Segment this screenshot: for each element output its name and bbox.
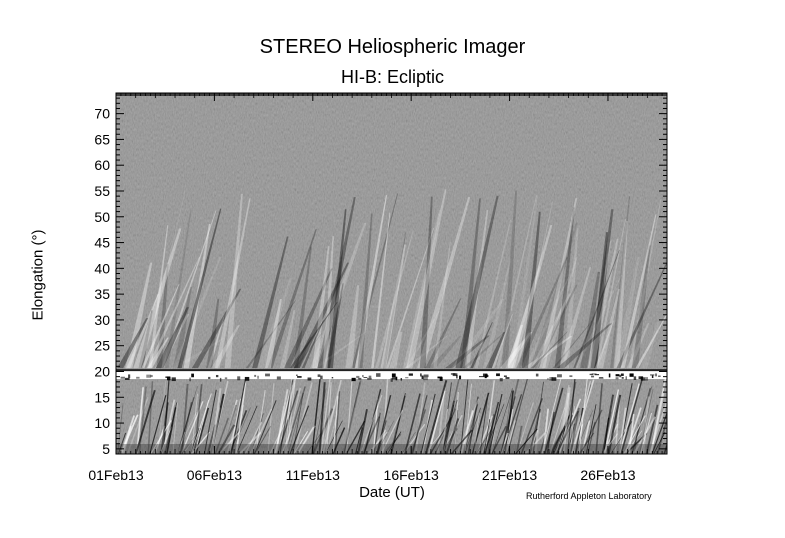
boundary-speckles [120,373,661,382]
y-tick-label: 50 [94,209,110,225]
y-tick-label: 55 [94,183,110,199]
y-tick-label: 60 [94,157,110,173]
y-tick-label: 45 [94,235,110,251]
y-tick-label: 20 [94,363,110,379]
x-tick-label: 06Feb13 [187,467,242,483]
y-tick-label: 25 [94,338,110,354]
x-axis-label: Date (UT) [359,484,425,501]
credit-text: Rutherford Appleton Laboratory [526,491,652,501]
y-axis-label: Elongation (°) [29,229,47,321]
axes: 5 10 15 20 25 30 35 40 45 50 55 60 65 70 01Feb13 06Feb1… [88,92,668,483]
chart-title: STEREO Heliospheric Imager [259,36,526,58]
x-tick-label: 11Feb13 [286,467,340,483]
y-tick-label: 40 [94,260,110,276]
chart-subtitle: HI-B: Ecliptic [340,67,445,87]
y-tick-label: 65 [94,131,110,147]
outer-streaks [116,189,667,369]
x-tick-label: 21Feb13 [482,467,537,483]
x-tick-label: 01Feb13 [88,467,143,483]
jmap-image [116,93,667,454]
y-tick-label: 15 [94,389,110,405]
y-tick-label: 70 [94,106,110,122]
y-tick-label: 30 [94,312,110,328]
x-tick-label: 26Feb13 [580,467,635,483]
inner-streaks [116,377,667,454]
x-tick-label: 16Feb13 [384,467,439,483]
y-tick-label: 35 [94,286,110,302]
image-noise [116,93,667,454]
y-tick-label: 10 [94,415,110,431]
boundary-band [116,370,667,380]
y-tick-label: 5 [102,441,110,457]
